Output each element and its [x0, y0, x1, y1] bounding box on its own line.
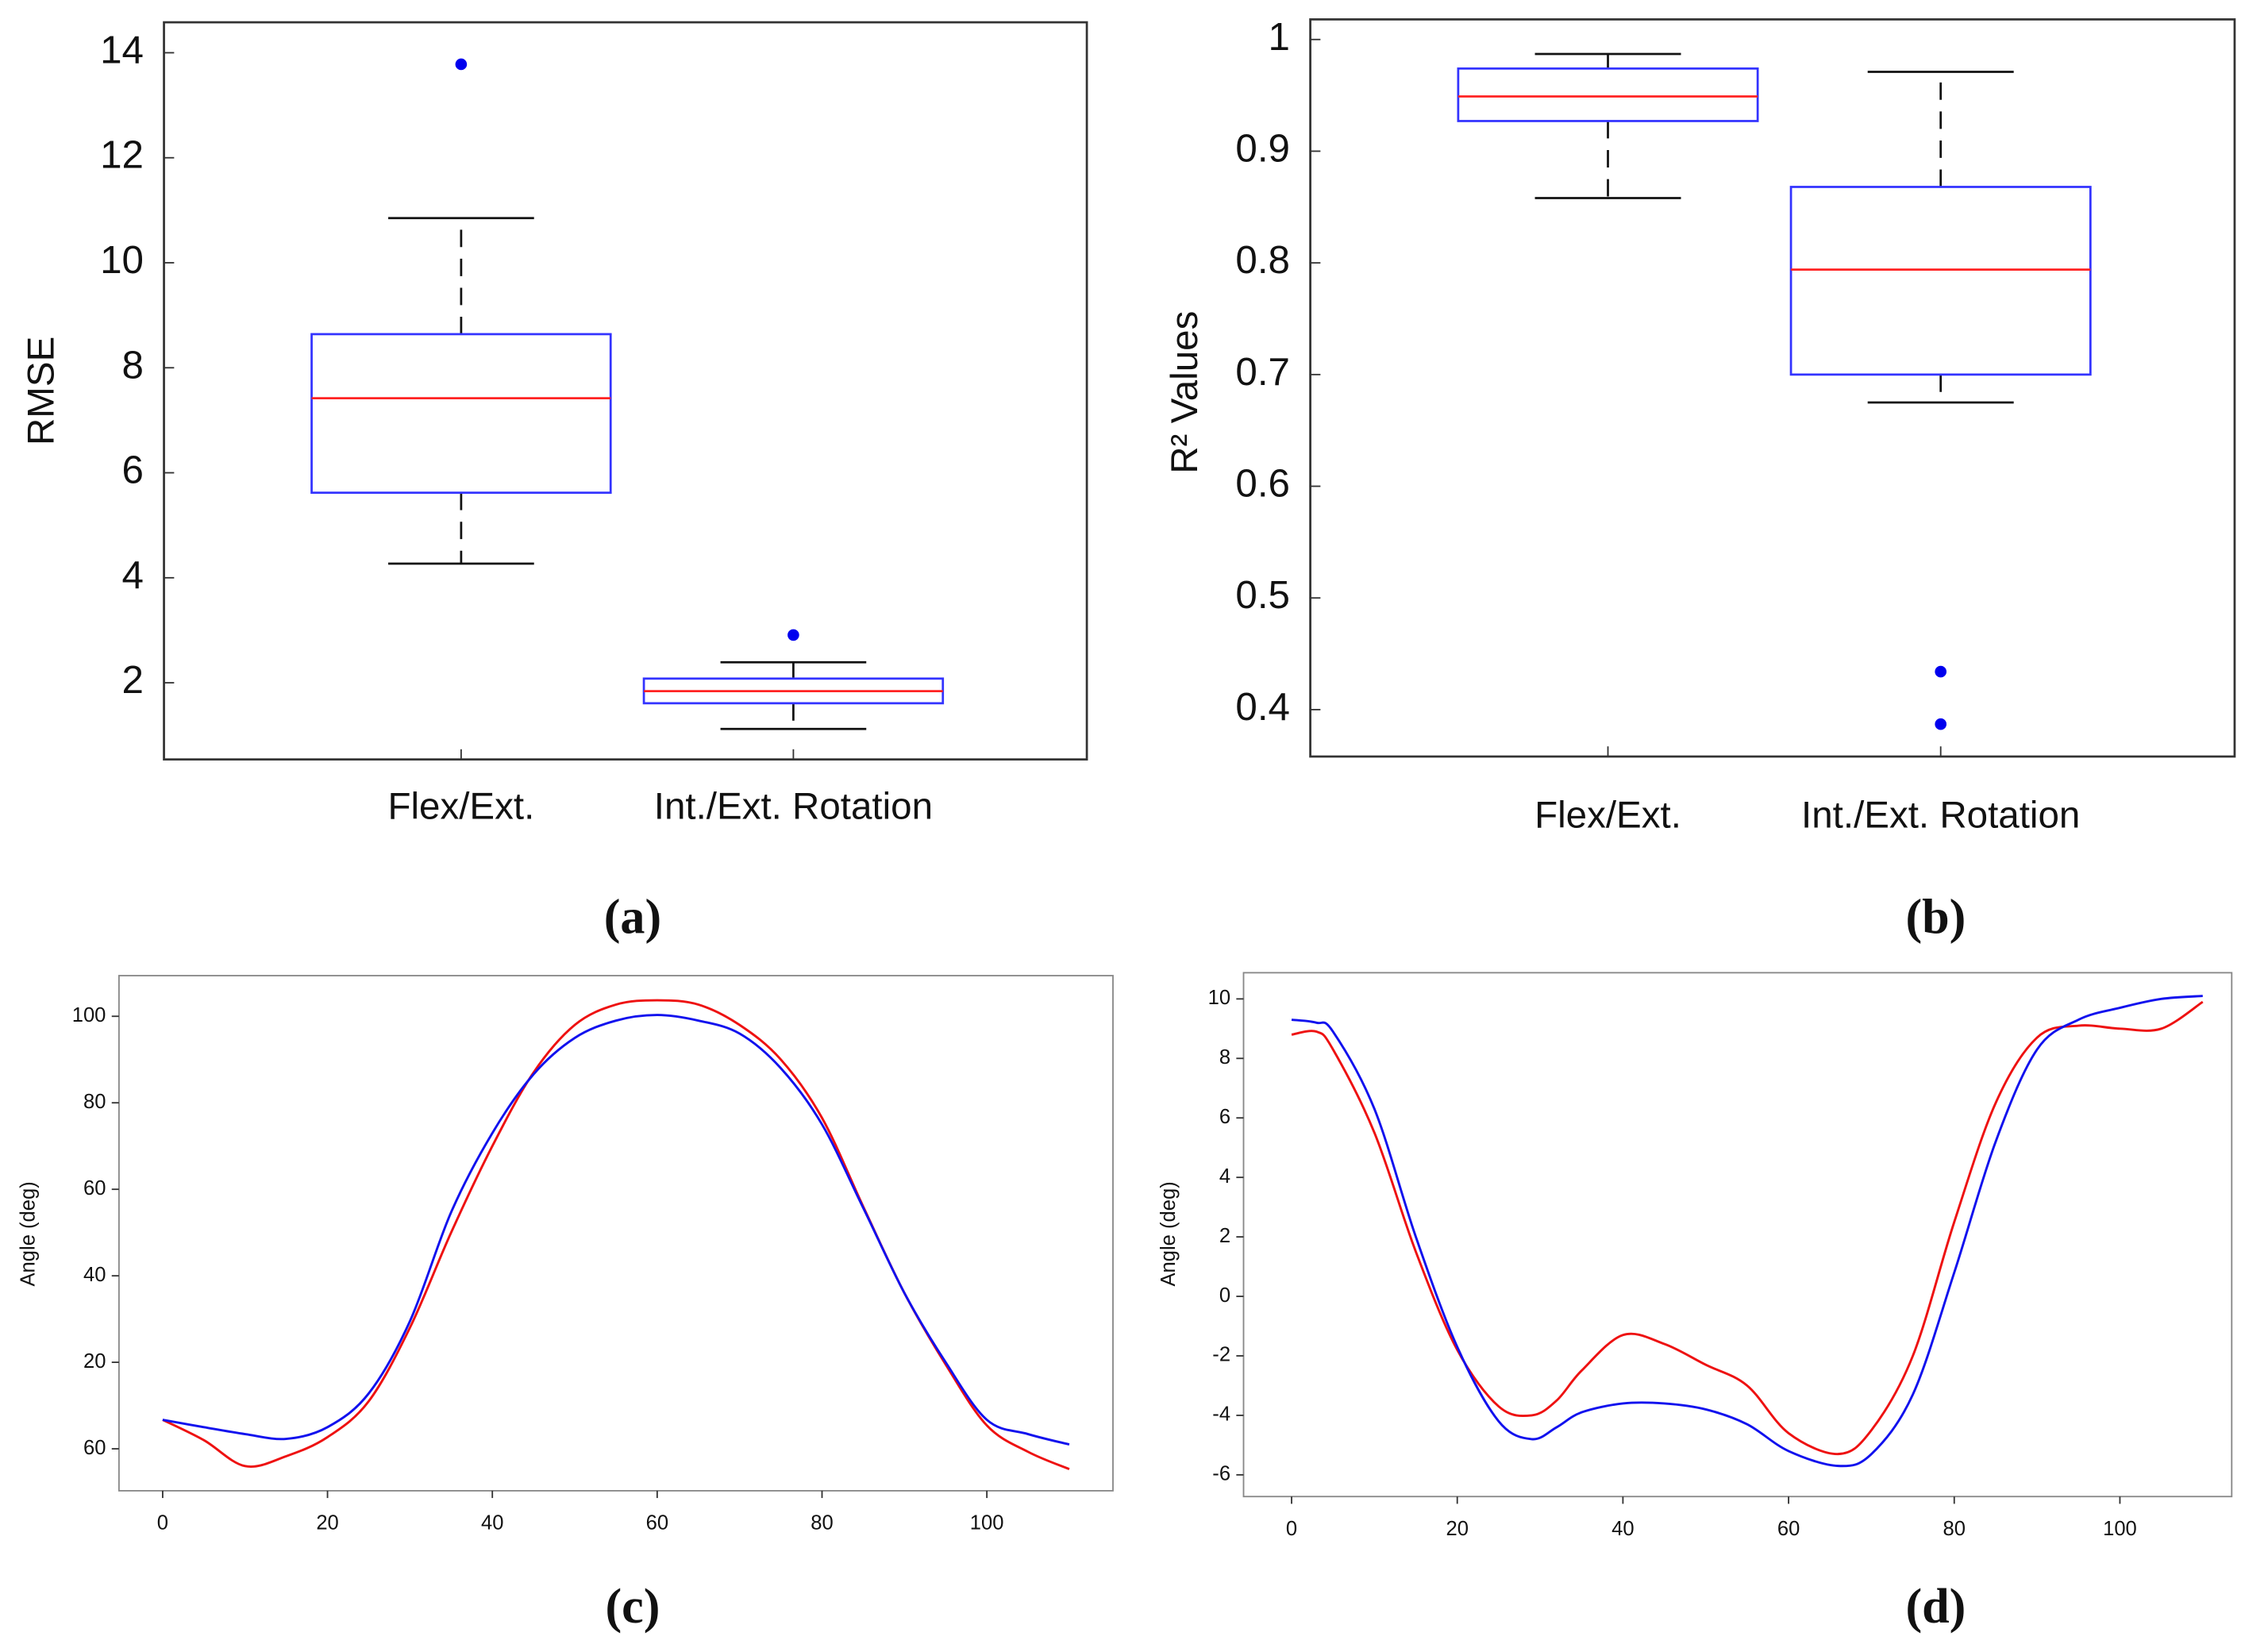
y-tick-label: 4 — [122, 553, 144, 597]
x-tick-label: 40 — [1611, 1518, 1634, 1540]
x-tick-label: 100 — [2103, 1518, 2137, 1540]
y-tick-label: 12 — [100, 133, 144, 177]
y-tick-label: 14 — [100, 28, 144, 71]
outlier — [1935, 718, 1947, 730]
caption: (d) — [1905, 1580, 1966, 1634]
x-tick-label: 60 — [1777, 1518, 1800, 1540]
y-tick-label: 0.9 — [1235, 126, 1290, 170]
x-tick-label: 100 — [970, 1512, 1004, 1534]
y-tick-label: 100 — [72, 1004, 106, 1026]
plot-frame — [163, 21, 1088, 761]
y-tick-label: 80 — [83, 1091, 106, 1113]
x-tick-label: 20 — [316, 1512, 338, 1534]
x-tick-label: 80 — [1943, 1518, 1966, 1540]
y-tick-label: 0.6 — [1235, 462, 1290, 506]
y-tick-label: 60 — [83, 1177, 106, 1199]
x-tick-label: 0 — [1286, 1518, 1297, 1540]
y-tick-label: 2 — [122, 658, 144, 702]
y-tick-label: 0.4 — [1235, 685, 1290, 729]
caption: (c) — [605, 1580, 660, 1634]
x-tick-label: 20 — [1446, 1518, 1468, 1540]
y-tick-label: 8 — [1219, 1046, 1230, 1069]
y-tick-label: 1 — [1269, 15, 1290, 59]
y-tick-label: 0.8 — [1235, 238, 1290, 282]
y-tick-label: -6 — [1212, 1463, 1230, 1485]
y-axis-label: R² Values — [1164, 311, 1206, 474]
y-tick-label: 40 — [83, 1264, 106, 1286]
y-tick-label: 2 — [1219, 1225, 1230, 1247]
plot-frame — [1309, 18, 2236, 758]
y-tick-label: 0.5 — [1235, 573, 1290, 617]
caption: (a) — [604, 891, 661, 945]
plot-frame — [1242, 972, 2233, 1498]
y-tick-label: 6 — [1219, 1106, 1230, 1128]
y-tick-label: 0 — [1219, 1284, 1230, 1307]
y-tick-label: -2 — [1212, 1344, 1230, 1366]
category-label: Int./Ext. Rotation — [1801, 794, 2080, 836]
x-tick-label: 40 — [481, 1512, 503, 1534]
box — [310, 333, 612, 495]
x-tick-label: 60 — [646, 1512, 668, 1534]
box — [1457, 67, 1759, 122]
y-axis-label: RMSE — [20, 337, 62, 445]
y-tick-label: -4 — [1212, 1403, 1230, 1426]
y-axis-label: Angle (deg) — [17, 1181, 39, 1286]
y-tick-label: 60 — [83, 1437, 106, 1459]
category-label: Flex/Ext. — [387, 785, 534, 827]
outlier — [455, 58, 468, 71]
y-tick-label: 20 — [83, 1350, 106, 1373]
x-tick-label: 0 — [157, 1512, 168, 1534]
outlier — [787, 629, 799, 641]
category-label: Int./Ext. Rotation — [654, 785, 933, 827]
caption: (b) — [1905, 891, 1966, 945]
y-tick-label: 0.7 — [1235, 350, 1290, 394]
y-axis-label: Angle (deg) — [1157, 1181, 1180, 1286]
x-tick-label: 80 — [811, 1512, 833, 1534]
y-tick-label: 6 — [122, 449, 144, 492]
plot-frame — [117, 975, 1114, 1492]
line-series — [1291, 995, 2203, 1468]
category-label: Flex/Ext. — [1534, 794, 1681, 836]
box — [1789, 186, 2092, 376]
line-series — [162, 1014, 1070, 1446]
line-series — [162, 999, 1070, 1471]
outlier — [1935, 665, 1947, 678]
y-tick-label: 4 — [1219, 1165, 1230, 1188]
y-tick-label: 10 — [1208, 987, 1230, 1009]
y-tick-label: 10 — [100, 238, 144, 282]
y-tick-label: 8 — [122, 343, 144, 387]
line-series — [1291, 1000, 2204, 1456]
